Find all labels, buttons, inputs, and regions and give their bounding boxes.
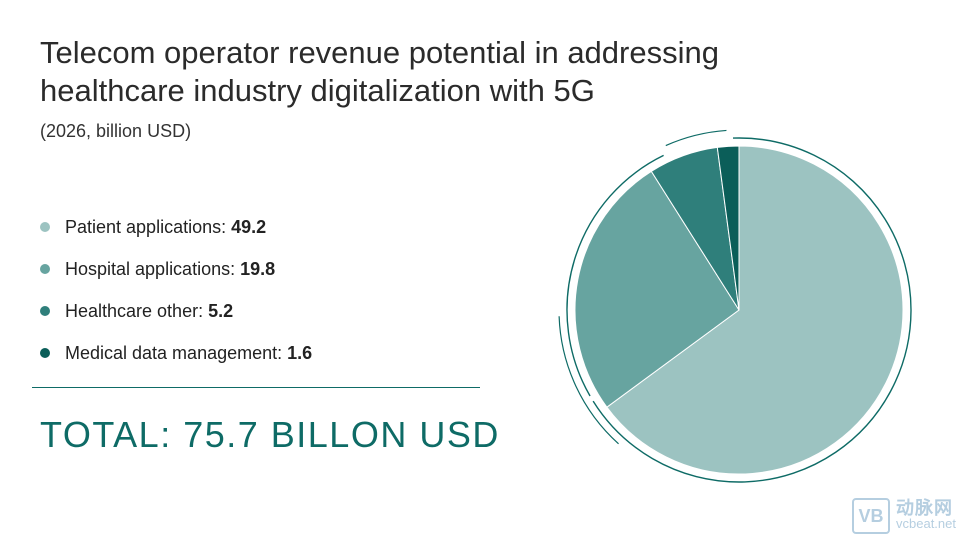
- outer-ring-arc: [592, 137, 912, 483]
- outer-ring-accent-left: [558, 316, 619, 445]
- legend-label: Medical data management:: [65, 342, 283, 363]
- pie-slice-medical-data-management: [716, 145, 740, 311]
- legend-value: 5.2: [208, 300, 234, 321]
- legend-label: Patient applications:: [65, 216, 227, 237]
- outer-ring-accent-top: [665, 129, 727, 147]
- pie-slices: [574, 145, 904, 475]
- legend-swatch: [40, 264, 50, 274]
- pie-slice-hospital-applications: [574, 170, 740, 408]
- legend-label: Hospital applications:: [65, 258, 236, 279]
- pie-chart: [558, 129, 912, 483]
- watermark: VB 动脉网 vcbeat.net: [852, 498, 956, 534]
- vb-logo-icon: VB: [852, 498, 890, 534]
- divider: [32, 387, 480, 388]
- legend-swatch: [40, 348, 50, 358]
- chart-subtitle: (2026, billion USD): [40, 121, 192, 141]
- outer-ring-arc-left: [566, 154, 664, 397]
- legend-item: Medical data management: 1.6: [40, 332, 312, 374]
- legend-item: Patient applications: 49.2: [40, 206, 312, 248]
- legend-label: Healthcare other:: [65, 300, 204, 321]
- legend: Patient applications: 49.2 Hospital appl…: [40, 206, 312, 374]
- chart-title: Telecom operator revenue potential in ad…: [40, 35, 719, 108]
- legend-item: Hospital applications: 19.8: [40, 248, 312, 290]
- legend-swatch: [40, 306, 50, 316]
- legend-swatch: [40, 222, 50, 232]
- legend-value: 19.8: [240, 258, 276, 279]
- pie-decorative-rings: [558, 129, 912, 483]
- pie-slice-patient-applications: [606, 145, 904, 475]
- watermark-en: vcbeat.net: [896, 516, 956, 531]
- legend-item: Healthcare other: 5.2: [40, 290, 312, 332]
- watermark-cn: 动脉网: [896, 498, 953, 518]
- total-label: TOTAL: 75.7 BILLON USD: [40, 414, 500, 455]
- legend-value: 49.2: [231, 216, 267, 237]
- watermark-text: 动脉网 vcbeat.net: [896, 498, 956, 531]
- legend-value: 1.6: [287, 342, 313, 363]
